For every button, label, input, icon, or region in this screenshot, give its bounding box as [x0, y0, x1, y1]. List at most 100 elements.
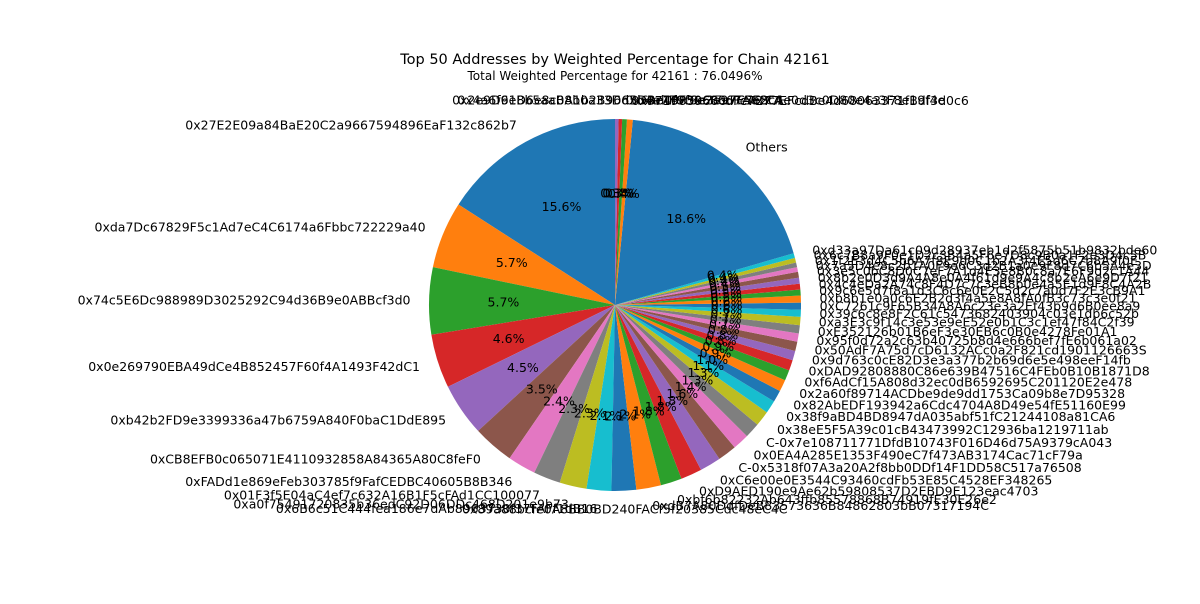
pie-slice: [431, 305, 615, 387]
percent-labels: 15.6% 5.7% 5.7% 4.6% 4.5% 3.5%2.4%2.3%2.3%2.1…: [488, 185, 743, 423]
slice-label: 0xDAD92808880C86e639B47516C4FEb0B10B1871…: [809, 363, 1150, 378]
pie-slice: [615, 289, 801, 305]
slice-label: 0x3e5c0bC8D0C7eF7A1d4E3e8B0c8a7E6F9d2c1A…: [817, 264, 1150, 279]
slice-percent-label: 3.5%: [526, 381, 558, 396]
pie-slice: [615, 295, 801, 305]
slice-label: 0xa0f75491720835b36edC92D06DDc468D201e9b…: [233, 496, 568, 511]
slice-percent-label: 0.6%: [711, 293, 743, 308]
slice-label: 0x38f9aBD4BD8947dA035abf51fC21244108a81C…: [786, 409, 1115, 424]
slice-percent-label: 2.3%: [574, 406, 606, 421]
slice-percent-label: 0.7%: [709, 317, 741, 332]
pie-slice: [615, 253, 795, 305]
slice-percent-label: 5.7%: [496, 255, 528, 270]
pie-slice: [615, 119, 623, 305]
slice-percent-label: 1.0%: [696, 352, 728, 367]
slice-label: 0x8b2e0D3d9A4A8e0A4f61d9e9A4c8b2eA6e9D7f…: [818, 270, 1148, 285]
pie-slice: [615, 305, 796, 361]
slice-percent-label: 1.3%: [682, 372, 714, 387]
slice-percent-label: 2.1%: [590, 408, 622, 423]
slice-label: 0x6ad0f9f6e2e97C7F8cAe0d3c0D80e4a3F8e19f…: [626, 93, 946, 108]
slice-percent-label: 5.7%: [488, 295, 520, 310]
slice-percent-label: 2.4%: [543, 394, 575, 409]
pie-slice: [615, 302, 801, 310]
slice-percent-label: 0.8%: [707, 327, 739, 342]
slice-label: 0x6B6c51C444fea186e7dAb8963730f37FAFf1dB…: [276, 501, 597, 516]
slice-percent-label: 2.3%: [558, 401, 590, 416]
pie-slice: [615, 305, 758, 437]
slice-label: 0x7a5D4e8c2b1A0F9e6C3d2B1a0e9F8d7C6b5A4e…: [816, 258, 1152, 273]
pie-slice: [615, 305, 682, 486]
pie-slice: [615, 305, 767, 425]
pie-slice: [615, 305, 798, 352]
slice-label: 0xb8b1e0a0c6E2B2d3f4a5e8A8fA0fB3c73c3e0f…: [820, 290, 1137, 305]
slice-percent-label: 1.3%: [688, 365, 720, 380]
pie-slice: [615, 305, 799, 342]
pie-slice: [615, 305, 801, 326]
slice-percent-label: 1.6%: [666, 386, 698, 401]
slice-label: Others: [746, 140, 788, 155]
slice-label: 0xb42b2FD9e3399336a47b6759A840F0baC1DdE8…: [110, 412, 446, 427]
slice-label: 0x4a6f9eD6e8c0A1b2B96d3b4a7F6c9e37c7F5e2…: [457, 93, 784, 108]
slice-label: 0x27E2E09a84BaE20C2a9667594896EaF132c862…: [185, 118, 517, 133]
pie-slice: [615, 305, 801, 317]
slice-percent-label: 0.5%: [709, 279, 741, 294]
slice-percent-label: 1.8%: [633, 403, 665, 418]
pie-slice: [615, 119, 633, 305]
pie-slice: [615, 283, 801, 305]
slice-percent-label: 0.5%: [710, 286, 742, 301]
slice-percent-label: 18.6%: [666, 211, 706, 226]
pie-slice: [478, 305, 615, 459]
slice-percent-label: 0.4%: [707, 270, 739, 285]
slice-percent-label: 0.4%: [709, 276, 741, 291]
slice-percent-label: 0.9%: [700, 345, 732, 360]
slice-percent-label: 4.5%: [507, 360, 539, 375]
slice-label: C-0x5318f07A3a20A2f8bb0DDf14F1DD58C517a7…: [738, 460, 1081, 475]
pie-slice: [615, 305, 786, 392]
pie-slice: [615, 257, 797, 305]
pie-slice: [615, 305, 747, 448]
pie-slice: [559, 305, 615, 489]
pie-slice: [615, 271, 799, 305]
slice-percent-label: 4.6%: [493, 331, 525, 346]
pie-slice: [615, 277, 800, 305]
slice-label: 0xda7Dc67829F5c1Ad7eC4C6174a6Fbbc722229a…: [95, 220, 426, 235]
chart-subtitle: Total Weighted Percentage for 42161 : 76…: [467, 69, 763, 83]
slice-percent-label: 1.4%: [675, 379, 707, 394]
pie-slice: [611, 305, 637, 492]
slice-percent-label: 15.6%: [542, 199, 582, 214]
pie-slice: [615, 305, 735, 459]
slice-label: 0xf6AdCf15A808d32ec0dB6592695C201120E2e4…: [804, 374, 1132, 389]
slice-label: 0x0EA4A285E1353F490eC7f473AB3174Cac71cF7…: [754, 448, 1083, 463]
slice-label: 0x971985960cdFe7277EFcdBe4d68063371fBdf3…: [631, 93, 968, 108]
pie-slice: [615, 305, 720, 470]
slice-label: 0x39c6c8e8F2C61c5473682403904c03e1db6c52…: [819, 306, 1139, 321]
pie-slice: [615, 305, 775, 413]
slice-label: 0x4c4eDa2A74c8F4D7c7c3eB8b0e4a5E1d9F8C4A…: [819, 277, 1152, 292]
slice-percent-label: 0.9%: [702, 339, 734, 354]
pie-slice: [615, 119, 627, 305]
pie-slice: [428, 267, 615, 335]
slice-label: 0xdB7A80DdfDeB83573636B84862803bB0731719…: [652, 498, 989, 513]
slice-label: 0x74c5E6Dc988989D3025292C94d36B9e0ABBcf3…: [78, 292, 411, 307]
slice-percent-label: 0.5%: [710, 282, 742, 297]
slice-label: 0xCB8EFB0c065071E4110932858A84365A80C8fe…: [150, 452, 481, 467]
slice-label: 0xa3E3c9f14c3e53e9eE52e0b1C3c1ef47f84C2f…: [819, 315, 1135, 330]
pie-slice: [615, 305, 780, 402]
slice-label: 0xbf6b82232Ab643ffb85578868B74919fE30E26…: [677, 492, 997, 507]
slice-label: 0x6c7B8a9F0e1D2c3B4a5F6e7D8c9B0a1F2e3D4c…: [814, 248, 1147, 263]
slice-label: 0x50AdF7A75d7cD6132ACc0a2F821cd190112666…: [815, 343, 1147, 358]
slice-label: 0x2a60f89714ACDbe9de9dd1753Ca09b8e7D9532…: [799, 386, 1125, 401]
slice-label: 0xE352126b01B6eF3e30EB6c0B0e4278Fe01A1: [818, 324, 1118, 339]
slice-percent-label: 0.8%: [705, 333, 737, 348]
pie-slice: [615, 305, 793, 371]
slice-percent-label: 1.8%: [645, 399, 677, 414]
slice-percent-label: 0.3%: [600, 185, 632, 200]
pie-slice: [534, 305, 615, 483]
slice-percent-label: 0.6%: [711, 298, 743, 313]
chart-title: Top 50 Addresses by Weighted Percentage …: [399, 52, 830, 68]
pie-slice: [615, 305, 702, 479]
slice-percent-label: 0.7%: [710, 307, 742, 322]
slice-label: 0x0e269790EBA49dCe4B852457F60f4A1493F42d…: [88, 359, 420, 374]
